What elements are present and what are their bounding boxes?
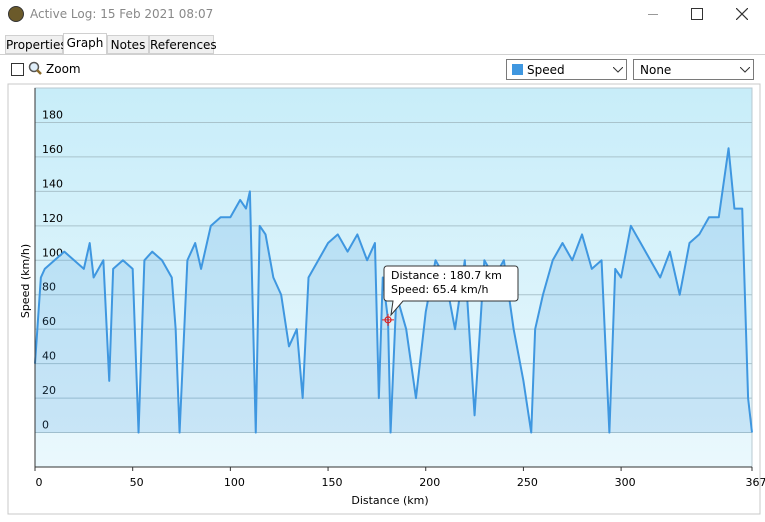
x-tick-label: 250 [517, 476, 538, 489]
x-tick-label: 150 [322, 476, 343, 489]
series-swatch [512, 64, 523, 75]
cursor-cross [382, 313, 395, 326]
y-tick-label: 20 [42, 384, 56, 397]
minimize-button[interactable] [648, 14, 658, 15]
tab-border [0, 54, 765, 55]
y-tick-label: 100 [42, 246, 63, 259]
tab[interactable]: Properties [5, 35, 67, 54]
y-tick-label: 0 [42, 419, 49, 432]
y-tick-label: 160 [42, 143, 63, 156]
area-fill [35, 148, 752, 433]
dropdown-arrow [740, 67, 750, 73]
window-title: Active Log: 15 Feb 2021 08:07 [30, 7, 214, 21]
y-tick-label: 40 [42, 350, 56, 363]
tab-selected[interactable]: Graph [63, 33, 107, 55]
close-button[interactable] [736, 8, 748, 20]
x-tick-label: 200 [419, 476, 440, 489]
tab[interactable]: Notes [107, 35, 149, 54]
tooltip-box [383, 265, 519, 317]
zoom-icon [28, 61, 42, 75]
x-tick-label: 367 [746, 476, 765, 489]
y-tick-label: 60 [42, 315, 56, 328]
dropdown-arrow [613, 67, 623, 73]
primary-value: Speed [527, 63, 565, 77]
tooltip-line: Distance : 180.7 km [391, 269, 502, 282]
tab[interactable]: References [149, 35, 217, 54]
y-tick-label: 120 [42, 212, 63, 225]
tooltip-line: Speed: 65.4 km/h [391, 283, 488, 296]
speed-line [34, 147, 753, 434]
y-tick-label: 180 [42, 108, 63, 121]
x-tick-label: 100 [224, 476, 245, 489]
x-tick-label: 300 [615, 476, 636, 489]
x-tick-label: 50 [130, 476, 144, 489]
zoom-label[interactable]: Zoom [46, 62, 81, 76]
secondary-dropdown[interactable]: None [633, 59, 754, 80]
x-axis-label: Distance (km) [351, 494, 428, 507]
y-axis-label: Speed (km/h) [19, 244, 32, 318]
secondary-value: None [640, 63, 672, 77]
x-tick-label: 0 [36, 476, 43, 489]
primary-dropdown[interactable]: Speed [506, 59, 627, 80]
zoom-checkbox[interactable] [11, 63, 24, 76]
y-tick-label: 80 [42, 281, 56, 294]
app-icon [8, 6, 24, 22]
y-tick-label: 140 [42, 177, 63, 190]
maximize-button[interactable] [691, 8, 703, 20]
